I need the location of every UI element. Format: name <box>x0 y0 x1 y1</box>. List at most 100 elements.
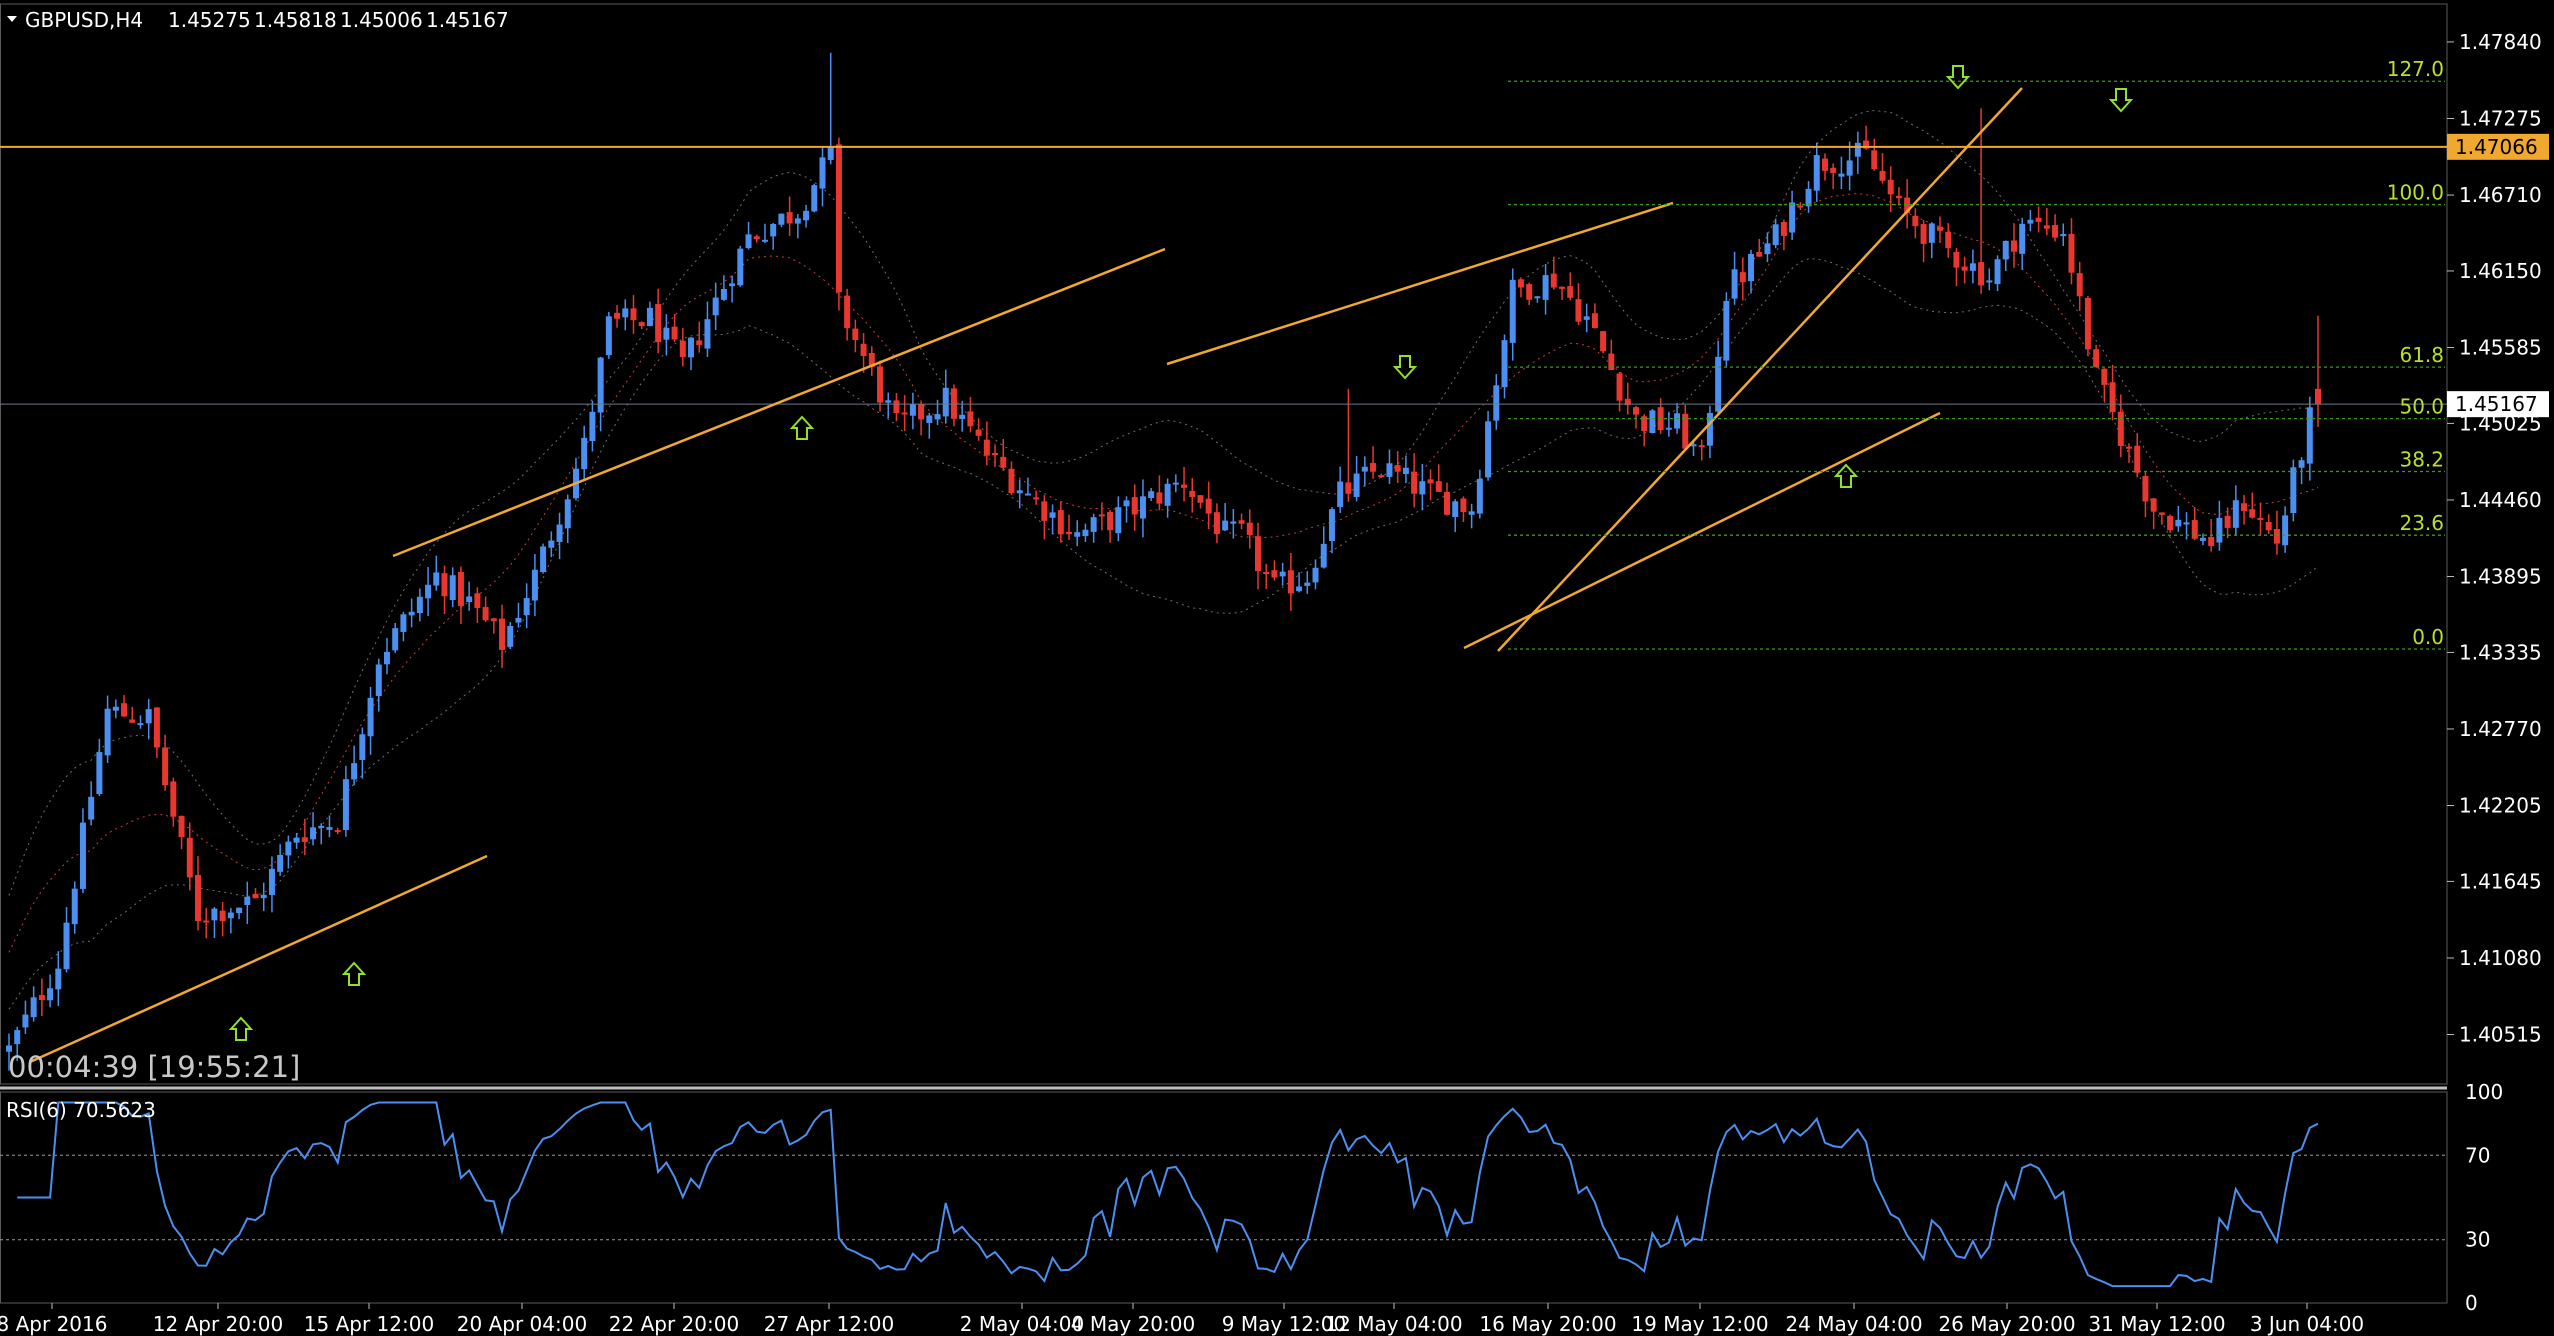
candle-body <box>1772 224 1779 246</box>
candle-body <box>79 822 86 889</box>
candle-body <box>1049 512 1056 518</box>
trendline[interactable] <box>29 854 488 1064</box>
rsi-tick-label: 30 <box>2465 1228 2490 1252</box>
candle-body <box>433 572 440 586</box>
candle-body <box>1107 512 1114 531</box>
candle-body <box>121 703 128 717</box>
candle-body <box>2216 517 2223 543</box>
candle-body <box>1813 155 1820 191</box>
candle-body <box>449 575 456 601</box>
x-tick-label: 22 Apr 20:00 <box>609 1312 739 1336</box>
candle-body <box>219 910 226 922</box>
candle-body <box>1271 570 1278 578</box>
candle-body <box>1879 170 1886 181</box>
candle-body <box>1723 300 1730 361</box>
candle-body <box>852 328 859 340</box>
candle-body <box>408 611 415 616</box>
candle-body <box>1583 316 1590 320</box>
fib-level-label: 0.0 <box>2412 625 2444 649</box>
candle-body <box>55 968 62 990</box>
candle-body <box>153 707 160 748</box>
candle-body <box>1370 462 1377 472</box>
candle-body <box>827 146 834 160</box>
candle-body <box>1090 517 1097 532</box>
candle-body <box>474 593 481 609</box>
candle-body <box>778 213 785 225</box>
candle-body <box>1624 398 1631 406</box>
rsi-line <box>17 1101 2319 1288</box>
candle-body <box>868 353 875 367</box>
x-tick-label: 2 May 04:00 <box>960 1312 1084 1336</box>
x-tick-label: 20 Apr 04:00 <box>457 1312 587 1336</box>
candle-body <box>1394 465 1401 472</box>
candle-body <box>983 439 990 456</box>
candle-body <box>1493 385 1500 421</box>
candle-body <box>1797 205 1804 208</box>
y-tick-label: 1.46150 <box>2459 259 2542 283</box>
candle-body <box>1863 140 1870 149</box>
candle-body <box>1139 496 1146 519</box>
y-tick-label: 1.43335 <box>2459 640 2542 664</box>
trendline[interactable] <box>1463 411 1941 650</box>
y-tick-label: 1.47275 <box>2459 107 2542 131</box>
candle-body <box>1419 481 1426 495</box>
candle-body <box>704 319 711 349</box>
candle-body <box>1082 529 1089 537</box>
candle-body <box>950 388 957 419</box>
candle-body <box>1706 412 1713 446</box>
candle-body <box>392 628 399 651</box>
candle-body <box>268 868 275 895</box>
ohlc-high: 1.45818 <box>254 8 337 32</box>
y-tick-label: 1.45585 <box>2459 336 2542 360</box>
candle-body <box>761 239 768 242</box>
candle-body <box>1230 521 1237 524</box>
candle-body <box>1435 481 1442 492</box>
bollinger-bands <box>8 109 2319 1010</box>
x-tick-label: 19 May 12:00 <box>1631 1312 1768 1336</box>
candle-body <box>671 326 678 340</box>
candle-body <box>375 664 382 696</box>
candle-body <box>975 429 982 436</box>
candle-body <box>1189 490 1196 497</box>
candle-body <box>1994 259 2001 285</box>
trendline[interactable] <box>392 247 1166 558</box>
candle-body <box>1427 479 1434 484</box>
dropdown-triangle-icon[interactable] <box>7 16 17 22</box>
candle-body <box>2224 515 2231 528</box>
candle-body <box>1164 483 1171 506</box>
candle-body <box>655 303 662 343</box>
y-tick-label: 1.43895 <box>2459 565 2542 589</box>
candle-body <box>1263 571 1270 574</box>
fib-level-label: 50.0 <box>2399 395 2444 419</box>
trendline[interactable] <box>1166 201 1674 366</box>
y-tick-label: 1.42770 <box>2459 717 2542 741</box>
candle-body <box>712 297 719 316</box>
candle-body <box>581 437 588 470</box>
candle-body <box>466 596 473 602</box>
candle-body <box>597 357 604 413</box>
trendline[interactable] <box>1497 87 2023 652</box>
candle-body <box>1033 497 1040 500</box>
candlesticks <box>6 52 2321 1071</box>
candle-body <box>14 1030 21 1045</box>
ohlc-close: 1.45167 <box>426 8 509 32</box>
x-tick-label: 12 May 04:00 <box>1325 1312 1462 1336</box>
candle-body <box>1501 340 1508 388</box>
resistance-price-badge <box>2447 133 2549 160</box>
bar-timer: 00:04:39 [19:55:21] <box>8 1050 300 1084</box>
candle-body <box>737 248 744 286</box>
rsi-label: RSI(6) 70.5623 <box>6 1098 156 1122</box>
candle-body <box>1411 471 1418 494</box>
fib-level-label: 38.2 <box>2399 448 2444 472</box>
candle-body <box>2084 297 2091 350</box>
candle-body <box>2241 503 2248 512</box>
candle-body <box>277 854 284 872</box>
x-tick-label: 24 May 04:00 <box>1785 1312 1922 1336</box>
up-arrow-icon <box>341 961 367 986</box>
candle-body <box>194 875 201 922</box>
candle-body <box>1674 413 1681 429</box>
down-arrow-icon <box>1392 355 1418 380</box>
candle-body <box>770 224 777 237</box>
candle-body <box>211 908 218 921</box>
